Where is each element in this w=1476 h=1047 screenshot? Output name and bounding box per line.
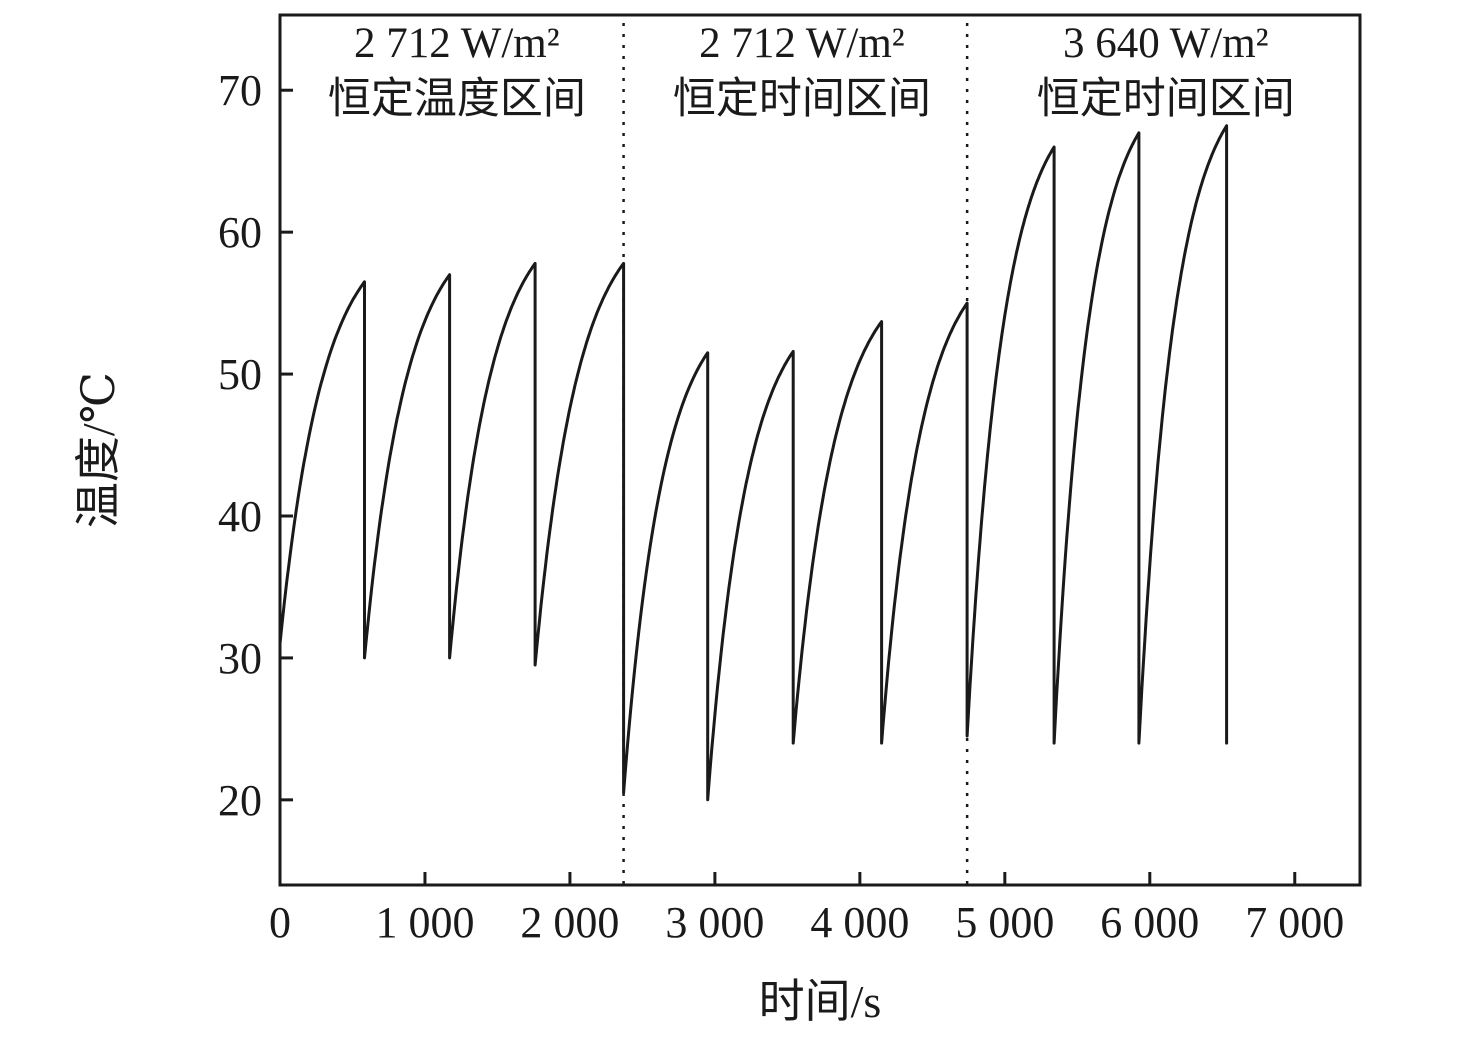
y-tick-label: 70 — [218, 66, 262, 115]
y-tick-label: 50 — [218, 350, 262, 399]
y-axis-label: 温度/℃ — [73, 371, 124, 529]
region-label-mode: 恒定时间区间 — [1037, 75, 1295, 123]
x-tick-label: 4 000 — [810, 898, 909, 947]
x-tick-label: 6 000 — [1100, 898, 1199, 947]
region-label-flux: 2 712 W/m² — [699, 20, 905, 67]
region-label-mode: 恒定时间区间 — [673, 75, 931, 123]
x-tick-label: 7 000 — [1245, 898, 1344, 947]
x-tick-label: 2 000 — [520, 898, 619, 947]
x-axis-label: 时间/s — [758, 976, 882, 1027]
y-tick-label: 40 — [218, 492, 262, 541]
region-label-mode: 恒定温度区间 — [328, 75, 586, 123]
plot-frame — [278, 13, 1362, 887]
y-tick-label: 30 — [218, 634, 262, 683]
temperature-curve — [278, 124, 1229, 802]
y-tick-label: 20 — [218, 776, 262, 825]
x-tick-label: 3 000 — [665, 898, 764, 947]
region-label-flux: 3 640 W/m² — [1063, 20, 1269, 67]
y-tick-label: 60 — [218, 208, 262, 257]
x-tick-label: 0 — [269, 898, 291, 947]
axis-ticks: 0 1 000 2 000 3 000 4 000 5 000 6 000 7 000 20 30… — [218, 66, 1344, 947]
x-tick-label: 5 000 — [955, 898, 1054, 947]
region-label-flux: 2 712 W/m² — [354, 20, 560, 67]
x-tick-label: 1 000 — [375, 898, 474, 947]
